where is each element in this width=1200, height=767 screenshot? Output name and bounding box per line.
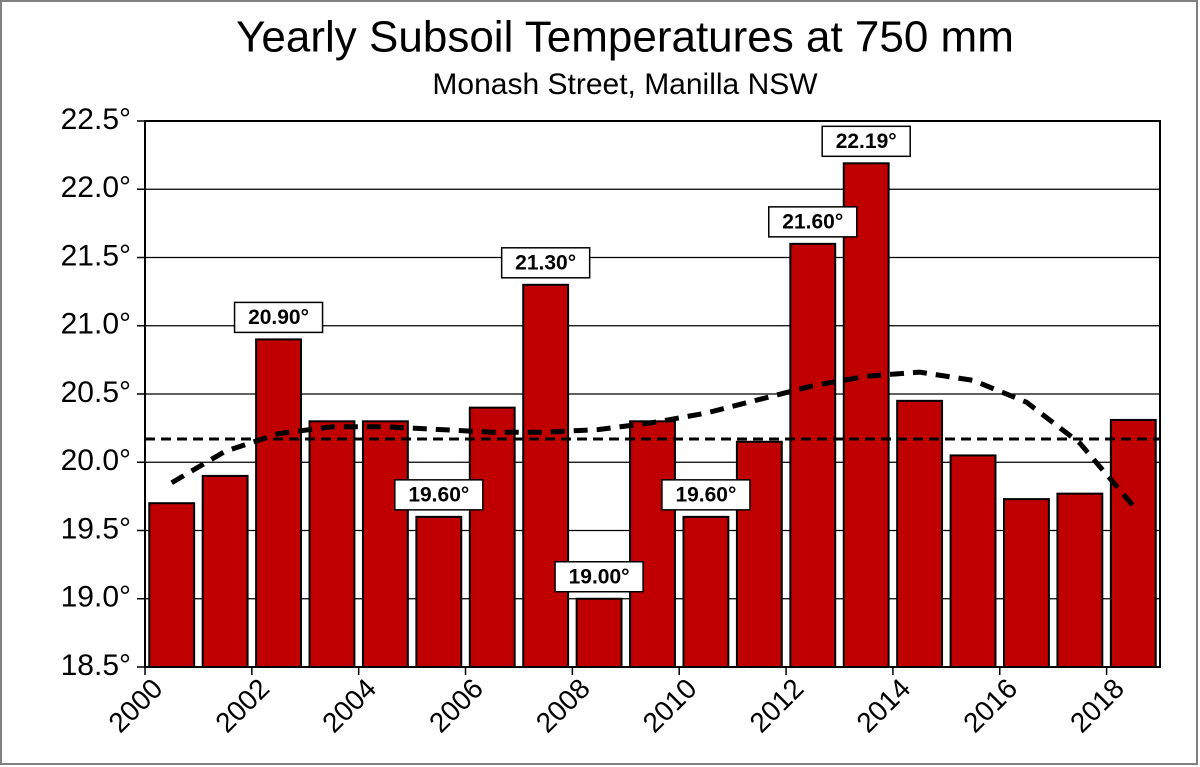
y-tick-label: 20.0° <box>61 444 131 477</box>
value-label-box <box>661 479 751 511</box>
y-tick-label: 19.5° <box>61 512 131 545</box>
bar <box>842 162 890 668</box>
bar <box>682 515 730 668</box>
plot-frame <box>144 120 1161 668</box>
y-tick-label: 20.5° <box>61 376 131 409</box>
y-tick-label: 18.5° <box>61 649 131 682</box>
value-label: 19.00° <box>569 565 630 588</box>
bar <box>1003 498 1050 669</box>
value-label: 19.60° <box>408 483 469 506</box>
y-tick-label: 19.0° <box>61 581 131 614</box>
value-label-box <box>233 301 324 334</box>
bar <box>308 420 356 668</box>
bar <box>735 440 783 668</box>
bar <box>1056 492 1104 668</box>
value-label: 21.30° <box>515 251 576 274</box>
bar <box>255 338 302 668</box>
bar <box>1109 418 1157 668</box>
bar <box>201 474 249 668</box>
value-label-box <box>821 125 911 158</box>
trend-line <box>170 369 1136 508</box>
bar <box>789 242 837 668</box>
value-label: 21.60° <box>782 210 843 233</box>
y-tick-label: 22.0° <box>61 171 131 204</box>
value-label-box <box>768 206 858 238</box>
chart-subtitle: Monash Street, Manilla NSW <box>432 68 818 101</box>
value-label-box <box>554 561 644 593</box>
value-label-box <box>394 479 484 511</box>
bar <box>949 454 997 668</box>
bar <box>896 399 944 668</box>
bar <box>415 515 463 668</box>
bar <box>361 420 409 668</box>
y-tick-label: 22.5° <box>61 103 131 136</box>
value-label: 19.60° <box>675 483 736 506</box>
value-label: 22.19° <box>836 130 897 153</box>
value-label-box <box>500 247 591 279</box>
bar <box>629 420 676 668</box>
chart-title: Yearly Subsoil Temperatures at 750 mm <box>236 13 1014 62</box>
bar <box>522 283 570 668</box>
value-label: 20.90° <box>248 306 309 329</box>
bar <box>148 502 196 669</box>
y-tick-label: 21.5° <box>61 239 131 272</box>
bar <box>468 406 516 668</box>
y-tick-label: 21.0° <box>61 308 131 341</box>
bar <box>575 597 623 668</box>
